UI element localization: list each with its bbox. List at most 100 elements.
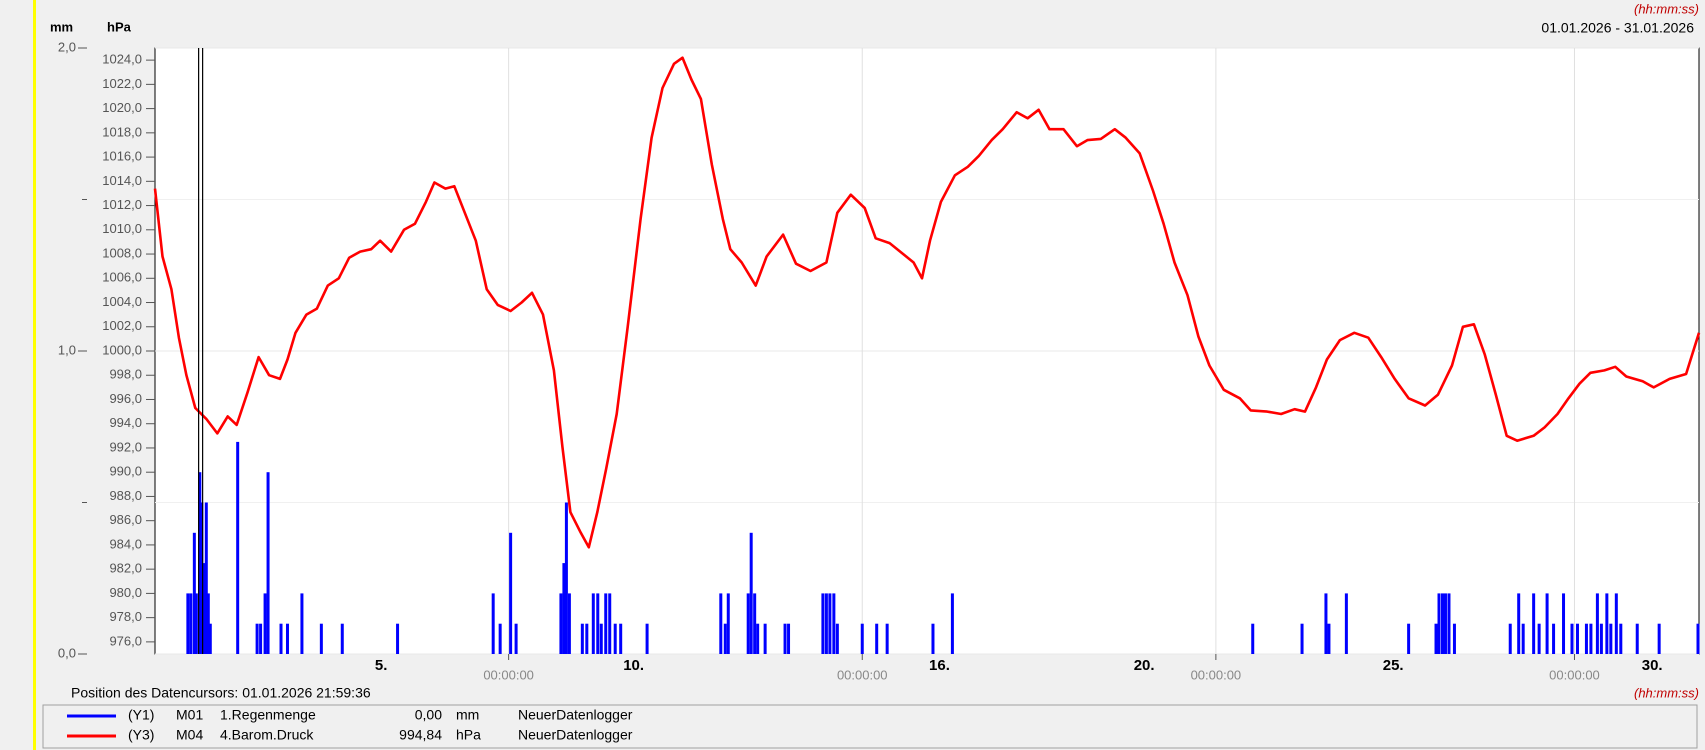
bar — [1696, 623, 1700, 654]
x-tick-label: 16. — [929, 657, 950, 674]
bar — [1324, 593, 1328, 654]
bar — [285, 623, 289, 654]
bar — [200, 502, 204, 654]
bar — [1599, 623, 1603, 654]
bar — [875, 623, 879, 654]
bar — [580, 623, 584, 654]
grid — [155, 47, 1699, 655]
bar — [509, 532, 513, 654]
bar — [619, 623, 623, 654]
bar — [599, 623, 603, 654]
time-format: (hh:mm:ss) — [1634, 1, 1699, 16]
bar — [194, 593, 198, 654]
bar — [259, 623, 263, 654]
bar — [1584, 623, 1588, 654]
y-tick-label: 2,0 — [58, 39, 76, 54]
bar — [1434, 623, 1438, 654]
bar — [1532, 593, 1536, 654]
bar — [749, 532, 753, 654]
y2-axis-unit: hPa — [107, 19, 132, 34]
bar — [1614, 593, 1618, 654]
bar — [1508, 623, 1512, 654]
bar — [1251, 623, 1255, 654]
y2-tick-label: 990,0 — [109, 464, 142, 479]
bar — [319, 623, 323, 654]
bar — [1562, 593, 1566, 654]
legend-logger: NeuerDatenlogger — [518, 707, 633, 723]
line — [153, 56, 1701, 549]
bar — [950, 593, 954, 654]
bar — [1327, 623, 1331, 654]
legend-axis: (Y3) — [128, 727, 154, 743]
y2-tick-label: 1006,0 — [102, 270, 142, 285]
legend-unit: hPa — [456, 727, 481, 743]
x-tick-label: 30. — [1642, 657, 1663, 674]
y-tick-label: 0,0 — [58, 645, 76, 660]
bar — [596, 593, 600, 654]
x-tick-label: 10. — [623, 657, 644, 674]
x-tick-label: 20. — [1134, 657, 1155, 674]
bar — [208, 623, 212, 654]
bar — [860, 623, 864, 654]
bar — [787, 623, 791, 654]
bar — [1300, 623, 1304, 654]
y2-tick-label: 1010,0 — [102, 221, 142, 236]
bar — [1589, 623, 1593, 654]
bar — [204, 502, 208, 654]
bar — [1605, 593, 1609, 654]
bar — [1552, 623, 1556, 654]
bar — [1619, 623, 1623, 654]
bar — [189, 593, 193, 654]
bar — [885, 623, 889, 654]
bar — [821, 593, 825, 654]
y2-tick-label: 1020,0 — [102, 100, 142, 115]
bar — [1437, 593, 1441, 654]
cursor-position: Position des Datencursors: 01.01.2026 21… — [71, 685, 371, 701]
y2-tick-label: 1004,0 — [102, 294, 142, 309]
bar — [756, 623, 760, 654]
bar — [300, 593, 304, 654]
bar — [1407, 623, 1411, 654]
bar — [1517, 593, 1521, 654]
bar — [931, 623, 935, 654]
y2-tick-label: 986,0 — [109, 512, 142, 527]
bar — [753, 593, 757, 654]
y2-tick-label: 1018,0 — [102, 124, 142, 139]
bar — [567, 593, 571, 654]
time-format: (hh:mm:ss) — [1634, 685, 1699, 700]
bar — [1452, 623, 1456, 654]
x-time-label: 00:00:00 — [1549, 667, 1600, 682]
y2-tick-label: 994,0 — [109, 415, 142, 430]
bar — [202, 563, 206, 654]
bar — [514, 623, 518, 654]
bar — [562, 563, 566, 654]
bar — [591, 593, 595, 654]
bar — [263, 593, 267, 654]
bar — [726, 593, 730, 654]
bar — [723, 623, 727, 654]
bar — [1447, 593, 1451, 654]
bar — [340, 623, 344, 654]
legend-value: 0,00 — [415, 707, 442, 723]
bar — [206, 593, 210, 654]
bar — [585, 623, 589, 654]
bar — [1595, 593, 1599, 654]
y2-tick-label: 1008,0 — [102, 245, 142, 260]
bar — [1440, 593, 1444, 654]
bar — [1609, 623, 1613, 654]
x-time-label: 00:00:00 — [483, 667, 534, 682]
legend-channel: M01 — [176, 707, 203, 723]
legend-axis: (Y1) — [128, 707, 154, 723]
bar — [608, 593, 612, 654]
y2-tick-label: 1014,0 — [102, 173, 142, 188]
bar — [1575, 623, 1579, 654]
bar — [198, 472, 202, 654]
bar — [1443, 593, 1447, 654]
x-time-label: 00:00:00 — [837, 667, 888, 682]
y-axis-unit: mm — [50, 19, 73, 34]
bar — [1344, 593, 1348, 654]
x-time-label: 00:00:00 — [1191, 667, 1242, 682]
bar — [564, 502, 568, 654]
y2-tick-label: 1016,0 — [102, 149, 142, 164]
bar — [824, 593, 828, 654]
